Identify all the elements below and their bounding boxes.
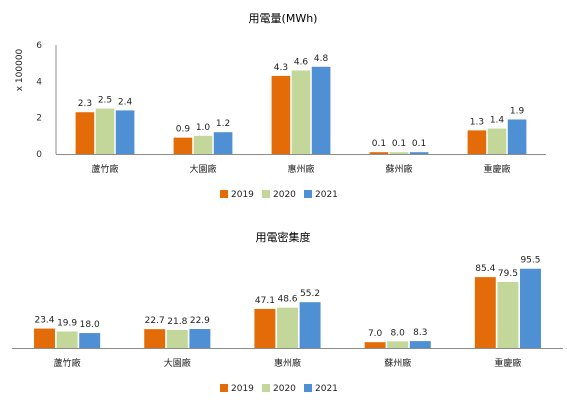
legend-label: 2019 [231, 190, 254, 200]
chart2-bar [189, 328, 211, 348]
chart1-bar [115, 110, 135, 154]
chart2-bar [409, 341, 431, 348]
legend-swatch [220, 190, 228, 198]
chart2-data-label: 18.0 [80, 320, 100, 330]
chart1-data-label: 2.4 [118, 97, 133, 107]
chart1-data-label: 1.2 [216, 119, 230, 129]
chart1-category-label: 蘆竹廠 [91, 163, 118, 175]
chart2-category-label: 重慶廠 [494, 357, 521, 369]
chart1-plot: 0 2 4 6 2.3 2.5 2.4 蘆竹廠 0.9 1.0 1.2 大園廠 4.3 4.6 4.8 惠州廠… [36, 41, 546, 175]
chart1-data-label: 4.3 [274, 63, 288, 73]
chart1-data-label: 2.5 [98, 96, 112, 106]
chart1-bar [487, 128, 507, 154]
chart2-data-label: 85.4 [475, 264, 495, 274]
chart1-data-label: 4.8 [314, 54, 329, 64]
chart2-bar [387, 341, 409, 348]
chart2-title: 用電密集度 [256, 230, 311, 244]
chart2-bar [364, 342, 386, 348]
chart2-data-label: 21.8 [167, 317, 187, 327]
chart1-bar [409, 152, 429, 154]
chart2-plot: 23.4 19.9 18.0 蘆竹廠 22.7 21.8 22.9 大園廠 47.1 48.655… [12, 256, 563, 369]
chart1-category-label: 惠州廠 [287, 163, 314, 175]
chart1-bar [95, 108, 115, 154]
chart1-bar [467, 130, 487, 154]
chart1-bar [389, 152, 409, 154]
legend-swatch [304, 384, 312, 392]
chart2-data-label: 47.1 [255, 296, 275, 306]
legend-swatch [262, 190, 270, 198]
chart2-legend: 2019 2020 2021 [220, 384, 338, 394]
legend-label: 2019 [231, 384, 254, 394]
legend-swatch [304, 190, 312, 198]
chart1-bar [193, 135, 213, 154]
chart1-data-label: 0.9 [176, 125, 191, 135]
chart1-data-label: 1.9 [510, 106, 525, 116]
chart1-bar [311, 66, 331, 154]
chart1-bar [75, 112, 95, 154]
chart1-ytick: 4 [36, 77, 42, 87]
chart2-data-label: 22.7 [145, 316, 165, 326]
chart2-bar [254, 308, 276, 348]
chart1-data-label: 1.3 [470, 117, 484, 127]
chart2-data-label: 48.6 [277, 295, 297, 305]
chart2-bar [166, 329, 188, 348]
legend-swatch [262, 384, 270, 392]
chart2-data-label: 79.5 [498, 269, 518, 279]
chart2-category-label: 大園廠 [164, 357, 191, 369]
chart2-bar [520, 268, 541, 348]
legend-swatch [220, 384, 228, 392]
chart1-data-label: 1.4 [490, 116, 505, 126]
chart1-category-label: 蘇州廠 [385, 163, 412, 175]
chart1-category-label: 重慶廠 [483, 163, 510, 175]
legend-label: 2020 [273, 384, 296, 394]
chart2-bar [497, 282, 519, 348]
chart1-ylabel: x 100000 [15, 48, 25, 91]
chart2-bar [474, 277, 496, 348]
legend-label: 2020 [273, 190, 296, 200]
chart1-bar [213, 132, 233, 154]
chart2-category-label: 蘇州廠 [384, 357, 411, 369]
chart1-bar [507, 119, 527, 154]
chart2-data-label: 7.0 [368, 329, 383, 339]
chart1-ytick: 6 [36, 41, 42, 51]
chart2-bar [144, 329, 166, 348]
chart2-category-label: 蘆竹廠 [54, 357, 81, 369]
chart1-data-label: 0.1 [372, 139, 386, 149]
chart2-data-label: 95.5 [520, 256, 540, 266]
chart1-bar [271, 75, 291, 154]
chart1-data-label: 0.1 [412, 139, 426, 149]
chart2-bar [34, 328, 55, 348]
chart2-data-label: 8.0 [391, 328, 406, 338]
legend-label: 2021 [315, 190, 338, 200]
chart1-bar [291, 70, 311, 154]
legend-label: 2021 [315, 384, 338, 394]
chart1-data-label: 1.0 [196, 123, 211, 133]
chart1-data-label: 0.1 [392, 139, 406, 149]
chart2-bar [299, 302, 321, 348]
chart2-bar [56, 331, 78, 348]
chart1-bar [369, 152, 389, 154]
chart1-bar [173, 137, 193, 154]
chart1-legend: 2019 2020 2021 [220, 190, 338, 200]
chart1-title: 用電量(MWh) [249, 12, 318, 25]
chart1-data-label: 4.6 [294, 57, 309, 67]
chart1-ytick: 0 [36, 150, 42, 160]
chart2-bar [79, 333, 101, 348]
chart1-data-label: 2.3 [78, 99, 92, 109]
chart2-data-label: 55.2 [300, 289, 320, 299]
chart2-data-label: 22.9 [190, 316, 210, 326]
chart2-data-label: 23.4 [34, 316, 54, 326]
chart1-ytick: 2 [36, 114, 42, 124]
chart2-data-label: 19.9 [57, 318, 77, 328]
chart2-data-label: 8.3 [413, 328, 427, 338]
chart2-bar [277, 307, 298, 348]
chart1-category-label: 大園廠 [189, 163, 216, 175]
chart2-category-label: 惠州廠 [274, 357, 301, 369]
